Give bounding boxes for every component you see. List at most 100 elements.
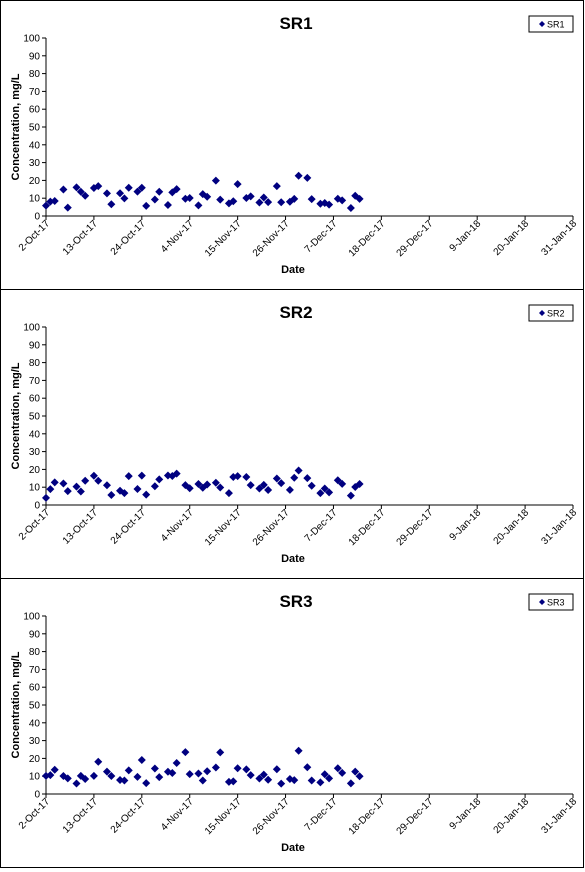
data-point	[307, 195, 316, 204]
data-point	[246, 481, 255, 490]
data-point	[50, 765, 59, 774]
data-point	[46, 485, 55, 494]
y-tick-label: 70	[29, 87, 41, 98]
data-point	[116, 486, 125, 495]
chart-title: SR3	[279, 592, 312, 611]
legend: SR3	[528, 593, 574, 611]
x-tick-label: 29-Dec-17	[395, 796, 436, 837]
data-point	[81, 191, 90, 200]
y-tick-label: 70	[29, 376, 41, 387]
legend-label: SR2	[547, 309, 565, 319]
data-point	[42, 493, 50, 502]
data-point	[150, 482, 159, 491]
y-tick-label: 70	[29, 665, 41, 676]
data-point	[294, 171, 303, 180]
data-point	[272, 765, 281, 774]
data-point	[137, 183, 146, 192]
y-tick-label: 60	[29, 105, 41, 116]
y-tick-label: 10	[29, 194, 41, 205]
data-point	[94, 757, 103, 766]
data-point	[181, 748, 190, 757]
data-point	[89, 471, 98, 480]
data-point	[142, 490, 151, 499]
y-tick-label: 0	[34, 790, 40, 801]
data-point	[124, 472, 133, 481]
data-point	[307, 481, 316, 490]
data-point	[346, 491, 355, 500]
data-point	[203, 192, 212, 201]
data-point	[63, 774, 72, 783]
data-point	[89, 771, 98, 780]
data-point	[59, 185, 68, 194]
data-point	[50, 478, 59, 487]
data-point	[272, 182, 281, 191]
y-tick-label: 0	[34, 501, 40, 512]
data-point	[216, 195, 225, 204]
data-point	[233, 180, 242, 189]
data-point	[224, 489, 233, 498]
x-tick-label: 18-Dec-17	[347, 218, 388, 259]
data-point	[63, 487, 72, 496]
data-point	[255, 198, 264, 207]
data-point	[242, 473, 251, 482]
data-point	[120, 194, 129, 203]
x-tick-label: 20-Jan-18	[492, 796, 532, 836]
x-tick-label: 24-Oct-17	[109, 796, 149, 836]
legend-label: SR3	[547, 598, 565, 608]
y-tick-label: 30	[29, 736, 41, 747]
data-point	[142, 201, 151, 210]
y-tick-label: 50	[29, 123, 41, 134]
data-point	[211, 763, 220, 772]
chart-sr2: SR2 0 10 20 30 40 50 60 70 80 90 100 2-Oct-17 13-Oct-…	[10, 303, 579, 565]
legend-box	[528, 15, 574, 33]
chart-sr1: SR1 0 10 20 30 40 50 60 70 80 90 100 2-Oct-17 13-Oct-…	[10, 14, 579, 276]
data-point	[307, 776, 316, 785]
data-point	[290, 473, 299, 482]
data-point	[290, 194, 299, 203]
x-axis-label: Date	[281, 553, 305, 565]
data-point	[133, 484, 142, 493]
data-point	[76, 187, 85, 196]
y-tick-label: 60	[29, 683, 41, 694]
data-point	[264, 198, 273, 207]
y-tick-label: 30	[29, 447, 41, 458]
y-tick-label: 10	[29, 772, 41, 783]
data-point	[194, 201, 203, 210]
x-tick-label: 20-Jan-18	[492, 218, 532, 258]
x-tick-label: 2-Oct-17	[17, 796, 53, 832]
data-point	[185, 194, 194, 203]
data-point	[338, 196, 347, 205]
data-point	[72, 183, 81, 192]
data-point	[137, 756, 146, 765]
data-point	[124, 183, 133, 192]
x-tick-label: 2-Oct-17	[17, 218, 53, 254]
data-point	[316, 489, 325, 498]
data-point	[168, 768, 177, 777]
data-point	[59, 479, 68, 488]
data-point	[277, 779, 286, 788]
data-point	[94, 182, 103, 191]
x-tick-label: 2-Oct-17	[17, 507, 53, 543]
data-point	[107, 491, 116, 500]
data-point	[185, 484, 194, 493]
y-tick-label: 20	[29, 754, 41, 765]
x-tick-label: 26-Nov-17	[251, 507, 292, 548]
y-tick-label: 80	[29, 647, 41, 658]
x-tick-label: 9-Jan-18	[448, 507, 484, 543]
data-point	[76, 487, 85, 496]
y-tick-label: 50	[29, 412, 41, 423]
x-tick-label: 4-Nov-17	[159, 218, 196, 255]
data-point	[142, 779, 151, 788]
data-point	[303, 173, 312, 182]
y-tick-label: 20	[29, 465, 41, 476]
data-point	[255, 774, 264, 783]
y-tick-label: 50	[29, 701, 41, 712]
data-point	[325, 774, 334, 783]
chart-sr3: SR3 0 10 20 30 40 50 60 70 80 90 100 2-Oct-17 13-Oct-…	[10, 592, 579, 854]
data-point	[116, 189, 125, 198]
x-tick-label: 15-Nov-17	[203, 507, 244, 548]
x-axis-label: Date	[281, 842, 305, 854]
legend-box	[528, 593, 574, 611]
data-point	[316, 778, 325, 787]
